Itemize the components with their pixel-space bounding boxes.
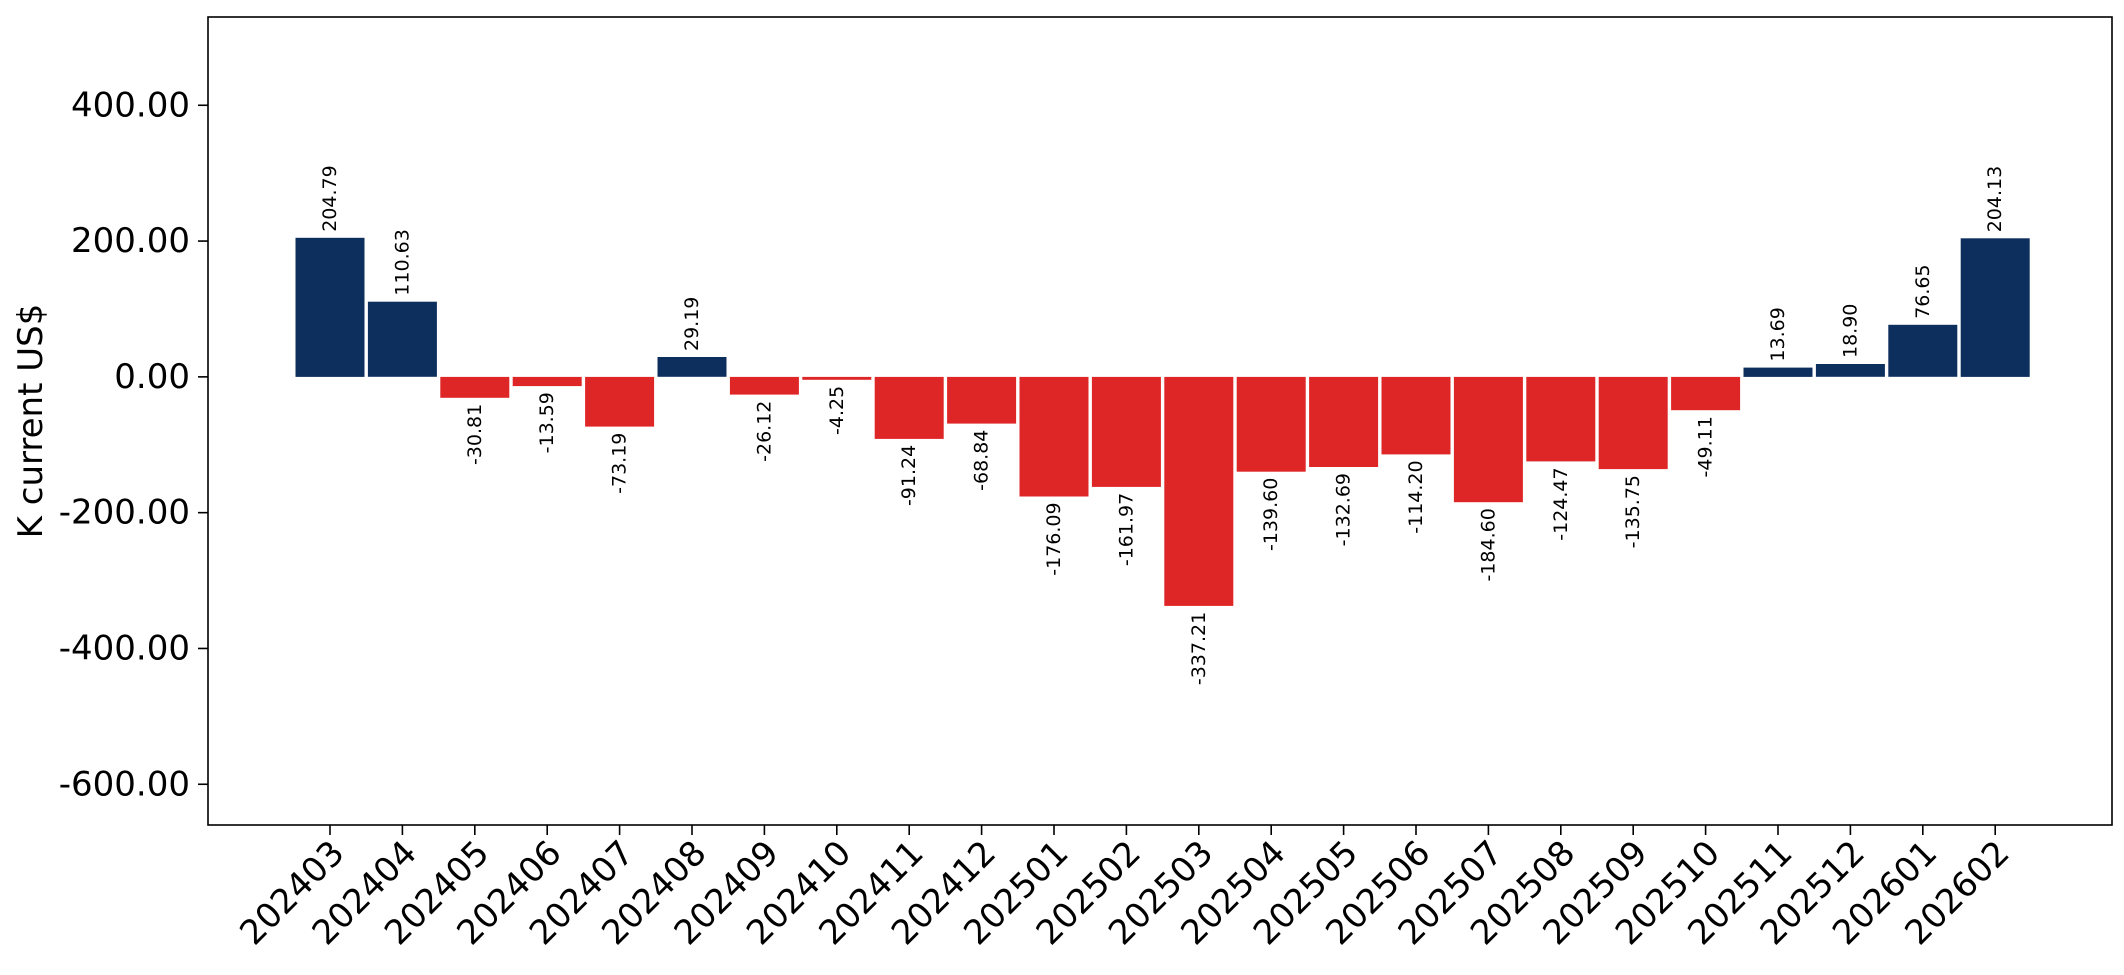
y-tick-label: 0.00 <box>114 357 190 397</box>
bar-202508 <box>1526 376 1596 462</box>
y-tick-label: -400.00 <box>59 628 190 668</box>
data-label-202510: -49.11 <box>1695 416 1717 477</box>
data-label-202503: -337.21 <box>1188 612 1210 685</box>
plot-area-frame <box>207 16 2113 826</box>
data-label-202407: -73.19 <box>609 433 631 494</box>
bar-202506 <box>1381 376 1451 455</box>
x-axis: 2024032024042024052024062024072024082024… <box>232 825 2018 953</box>
y-tick-label: 400.00 <box>71 85 190 125</box>
bars-group <box>295 237 2030 606</box>
data-label-202409: -26.12 <box>753 401 775 462</box>
data-label-202602: 204.13 <box>1984 166 2006 232</box>
bar-202412 <box>947 376 1017 424</box>
y-axis: -600.00 -400.00 -200.00 0.00 200.00 400.00 <box>59 85 208 804</box>
data-label-202512: 18.90 <box>1839 304 1861 358</box>
data-label-202403: 204.79 <box>319 165 341 231</box>
data-label-202408: 29.19 <box>681 297 703 351</box>
data-label-202506: -114.20 <box>1405 460 1427 533</box>
bar-202601 <box>1888 324 1958 377</box>
bar-202405 <box>440 376 510 398</box>
bar-202406 <box>512 376 582 387</box>
bar-202503 <box>1164 376 1234 606</box>
y-tick-label: -200.00 <box>59 493 190 533</box>
data-label-202502: -161.97 <box>1115 493 1137 566</box>
data-label-202412: -68.84 <box>971 430 993 491</box>
bar-202404 <box>367 301 437 377</box>
bar-202411 <box>874 376 944 439</box>
bar-202511 <box>1743 367 1813 377</box>
data-label-202509: -135.75 <box>1622 475 1644 548</box>
bar-202512 <box>1815 364 1885 377</box>
data-label-202505: -132.69 <box>1333 473 1355 546</box>
data-label-202406: -13.59 <box>536 392 558 453</box>
bar-202510 <box>1671 376 1741 411</box>
bar-202504 <box>1236 376 1306 472</box>
data-label-202411: -91.24 <box>898 445 920 506</box>
data-label-202405: -30.81 <box>464 404 486 465</box>
data-label-202507: -184.60 <box>1477 508 1499 581</box>
bar-202410 <box>802 376 872 380</box>
bar-202407 <box>585 376 655 427</box>
data-labels-group: 204.79 110.63 -30.81 -13.59 -73.19 29.19 -26.1… <box>319 165 2006 685</box>
bar-202602 <box>1960 238 2030 377</box>
y-tick-label: 200.00 <box>71 221 190 261</box>
data-label-202501: -176.09 <box>1043 502 1065 575</box>
data-label-202404: 110.63 <box>391 229 413 295</box>
y-tick-label: -600.00 <box>59 764 190 804</box>
bar-202409 <box>729 376 799 395</box>
data-label-202410: -4.25 <box>826 386 848 435</box>
bar-202501 <box>1019 376 1089 497</box>
data-label-202511: 13.69 <box>1767 307 1789 361</box>
bar-202403 <box>295 237 365 377</box>
bar-202507 <box>1453 376 1523 503</box>
bar-202408 <box>657 357 727 377</box>
data-label-202508: -124.47 <box>1550 467 1572 540</box>
bar-202509 <box>1598 376 1668 470</box>
bar-202502 <box>1091 376 1161 487</box>
data-label-202504: -139.60 <box>1260 478 1282 551</box>
y-axis-label: K current US$ <box>11 304 51 539</box>
bar-202505 <box>1309 376 1379 467</box>
data-label-202601: 76.65 <box>1912 264 1934 318</box>
